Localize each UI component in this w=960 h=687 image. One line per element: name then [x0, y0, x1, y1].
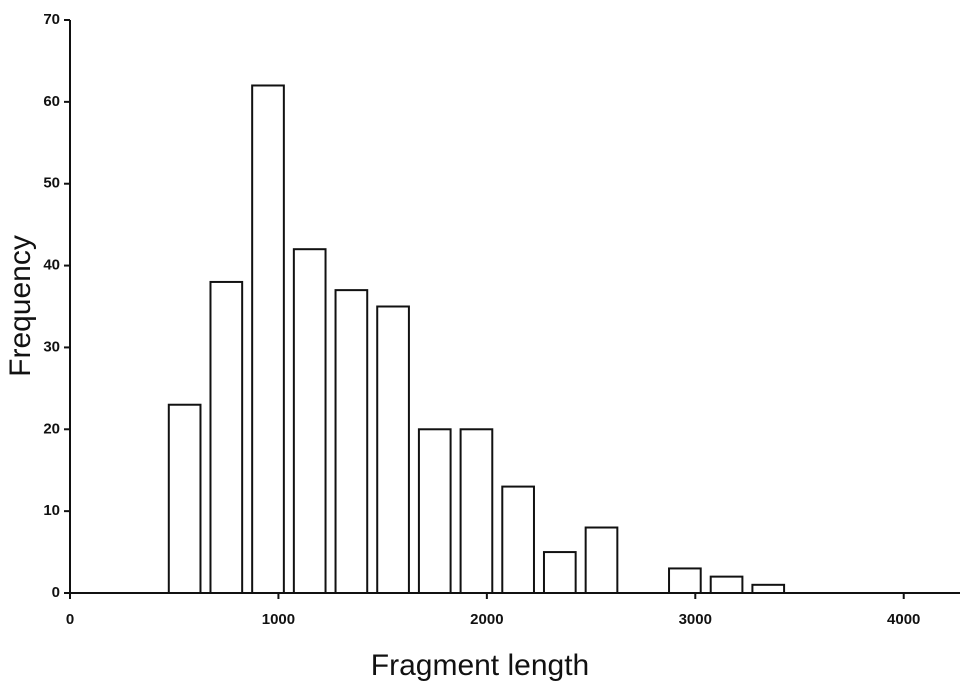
bar	[209, 280, 244, 594]
bar	[751, 583, 786, 594]
bar	[459, 428, 494, 594]
y-tick-label: 20	[43, 420, 60, 437]
x-tick-label: 1000	[262, 611, 295, 628]
bar	[709, 575, 744, 595]
x-tick-label: 3000	[679, 611, 712, 628]
y-tick-label: 0	[52, 584, 60, 601]
bar	[417, 428, 452, 594]
y-axis-title: Frequency	[4, 235, 37, 377]
y-tick-label: 50	[43, 175, 60, 192]
bar	[542, 551, 577, 594]
bar	[167, 403, 202, 594]
x-tick-label: 4000	[887, 611, 920, 628]
y-tick-label: 70	[43, 11, 60, 28]
bar	[501, 485, 535, 595]
y-tick-label: 10	[43, 502, 60, 519]
bar	[251, 84, 285, 594]
bar	[376, 305, 410, 594]
bar	[334, 289, 369, 594]
y-tick-label: 60	[43, 93, 60, 110]
bar	[292, 248, 327, 594]
y-tick-label: 40	[43, 257, 60, 274]
bar	[584, 526, 619, 594]
x-tick-label: 0	[66, 611, 74, 628]
bar	[668, 567, 702, 595]
x-tick-label: 2000	[470, 611, 503, 628]
y-tick-label: 30	[43, 338, 60, 355]
x-axis-title: Fragment length	[371, 649, 589, 682]
